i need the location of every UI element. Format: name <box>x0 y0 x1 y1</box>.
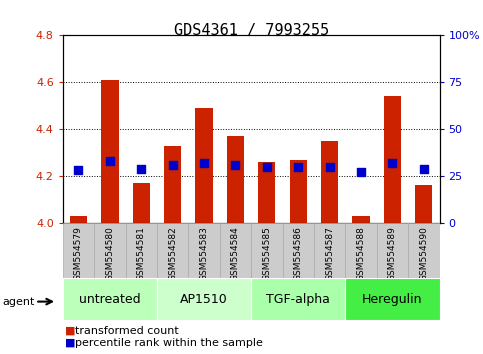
Text: GSM554588: GSM554588 <box>356 226 366 281</box>
Bar <box>290 160 307 223</box>
Point <box>263 164 271 170</box>
Bar <box>70 216 87 223</box>
Bar <box>188 223 220 278</box>
Point <box>389 160 397 166</box>
Text: GSM554589: GSM554589 <box>388 226 397 281</box>
Bar <box>196 108 213 223</box>
Bar <box>63 223 94 278</box>
Text: AP1510: AP1510 <box>180 293 228 306</box>
Text: ■: ■ <box>65 338 76 348</box>
Bar <box>133 183 150 223</box>
Text: GSM554584: GSM554584 <box>231 226 240 280</box>
Bar <box>314 223 345 278</box>
Text: GSM554586: GSM554586 <box>294 226 303 281</box>
Point <box>232 162 240 168</box>
Bar <box>157 223 188 278</box>
Text: ■: ■ <box>65 326 76 336</box>
Text: percentile rank within the sample: percentile rank within the sample <box>75 338 263 348</box>
Bar <box>283 223 314 278</box>
Bar <box>94 223 126 278</box>
Text: untreated: untreated <box>79 293 141 306</box>
Point <box>74 168 82 173</box>
Bar <box>321 141 338 223</box>
Bar <box>384 96 401 223</box>
Text: GDS4361 / 7993255: GDS4361 / 7993255 <box>173 23 329 38</box>
Point <box>326 164 333 170</box>
Text: GSM554581: GSM554581 <box>137 226 146 281</box>
Bar <box>251 223 283 278</box>
Bar <box>258 162 275 223</box>
Point <box>138 166 145 171</box>
Bar <box>353 216 369 223</box>
Text: GSM554580: GSM554580 <box>105 226 114 281</box>
Text: GSM554587: GSM554587 <box>325 226 334 281</box>
Bar <box>63 278 157 320</box>
Bar <box>408 223 440 278</box>
Point <box>200 160 208 166</box>
Point <box>420 166 428 171</box>
Bar <box>377 223 408 278</box>
Bar <box>126 223 157 278</box>
Bar <box>220 223 251 278</box>
Text: GSM554582: GSM554582 <box>168 226 177 280</box>
Bar <box>157 278 251 320</box>
Bar <box>345 278 440 320</box>
Bar <box>415 185 432 223</box>
Text: GSM554579: GSM554579 <box>74 226 83 281</box>
Bar <box>164 145 181 223</box>
Text: transformed count: transformed count <box>75 326 179 336</box>
Text: TGF-alpha: TGF-alpha <box>266 293 330 306</box>
Point <box>357 170 365 175</box>
Text: agent: agent <box>2 297 35 307</box>
Point <box>169 162 177 168</box>
Point <box>106 158 114 164</box>
Text: GSM554590: GSM554590 <box>419 226 428 281</box>
Text: Heregulin: Heregulin <box>362 293 423 306</box>
Bar <box>227 136 244 223</box>
Bar <box>345 223 377 278</box>
Text: GSM554585: GSM554585 <box>262 226 271 281</box>
Point <box>295 164 302 170</box>
Text: GSM554583: GSM554583 <box>199 226 209 281</box>
Bar <box>251 278 345 320</box>
Bar <box>101 80 118 223</box>
